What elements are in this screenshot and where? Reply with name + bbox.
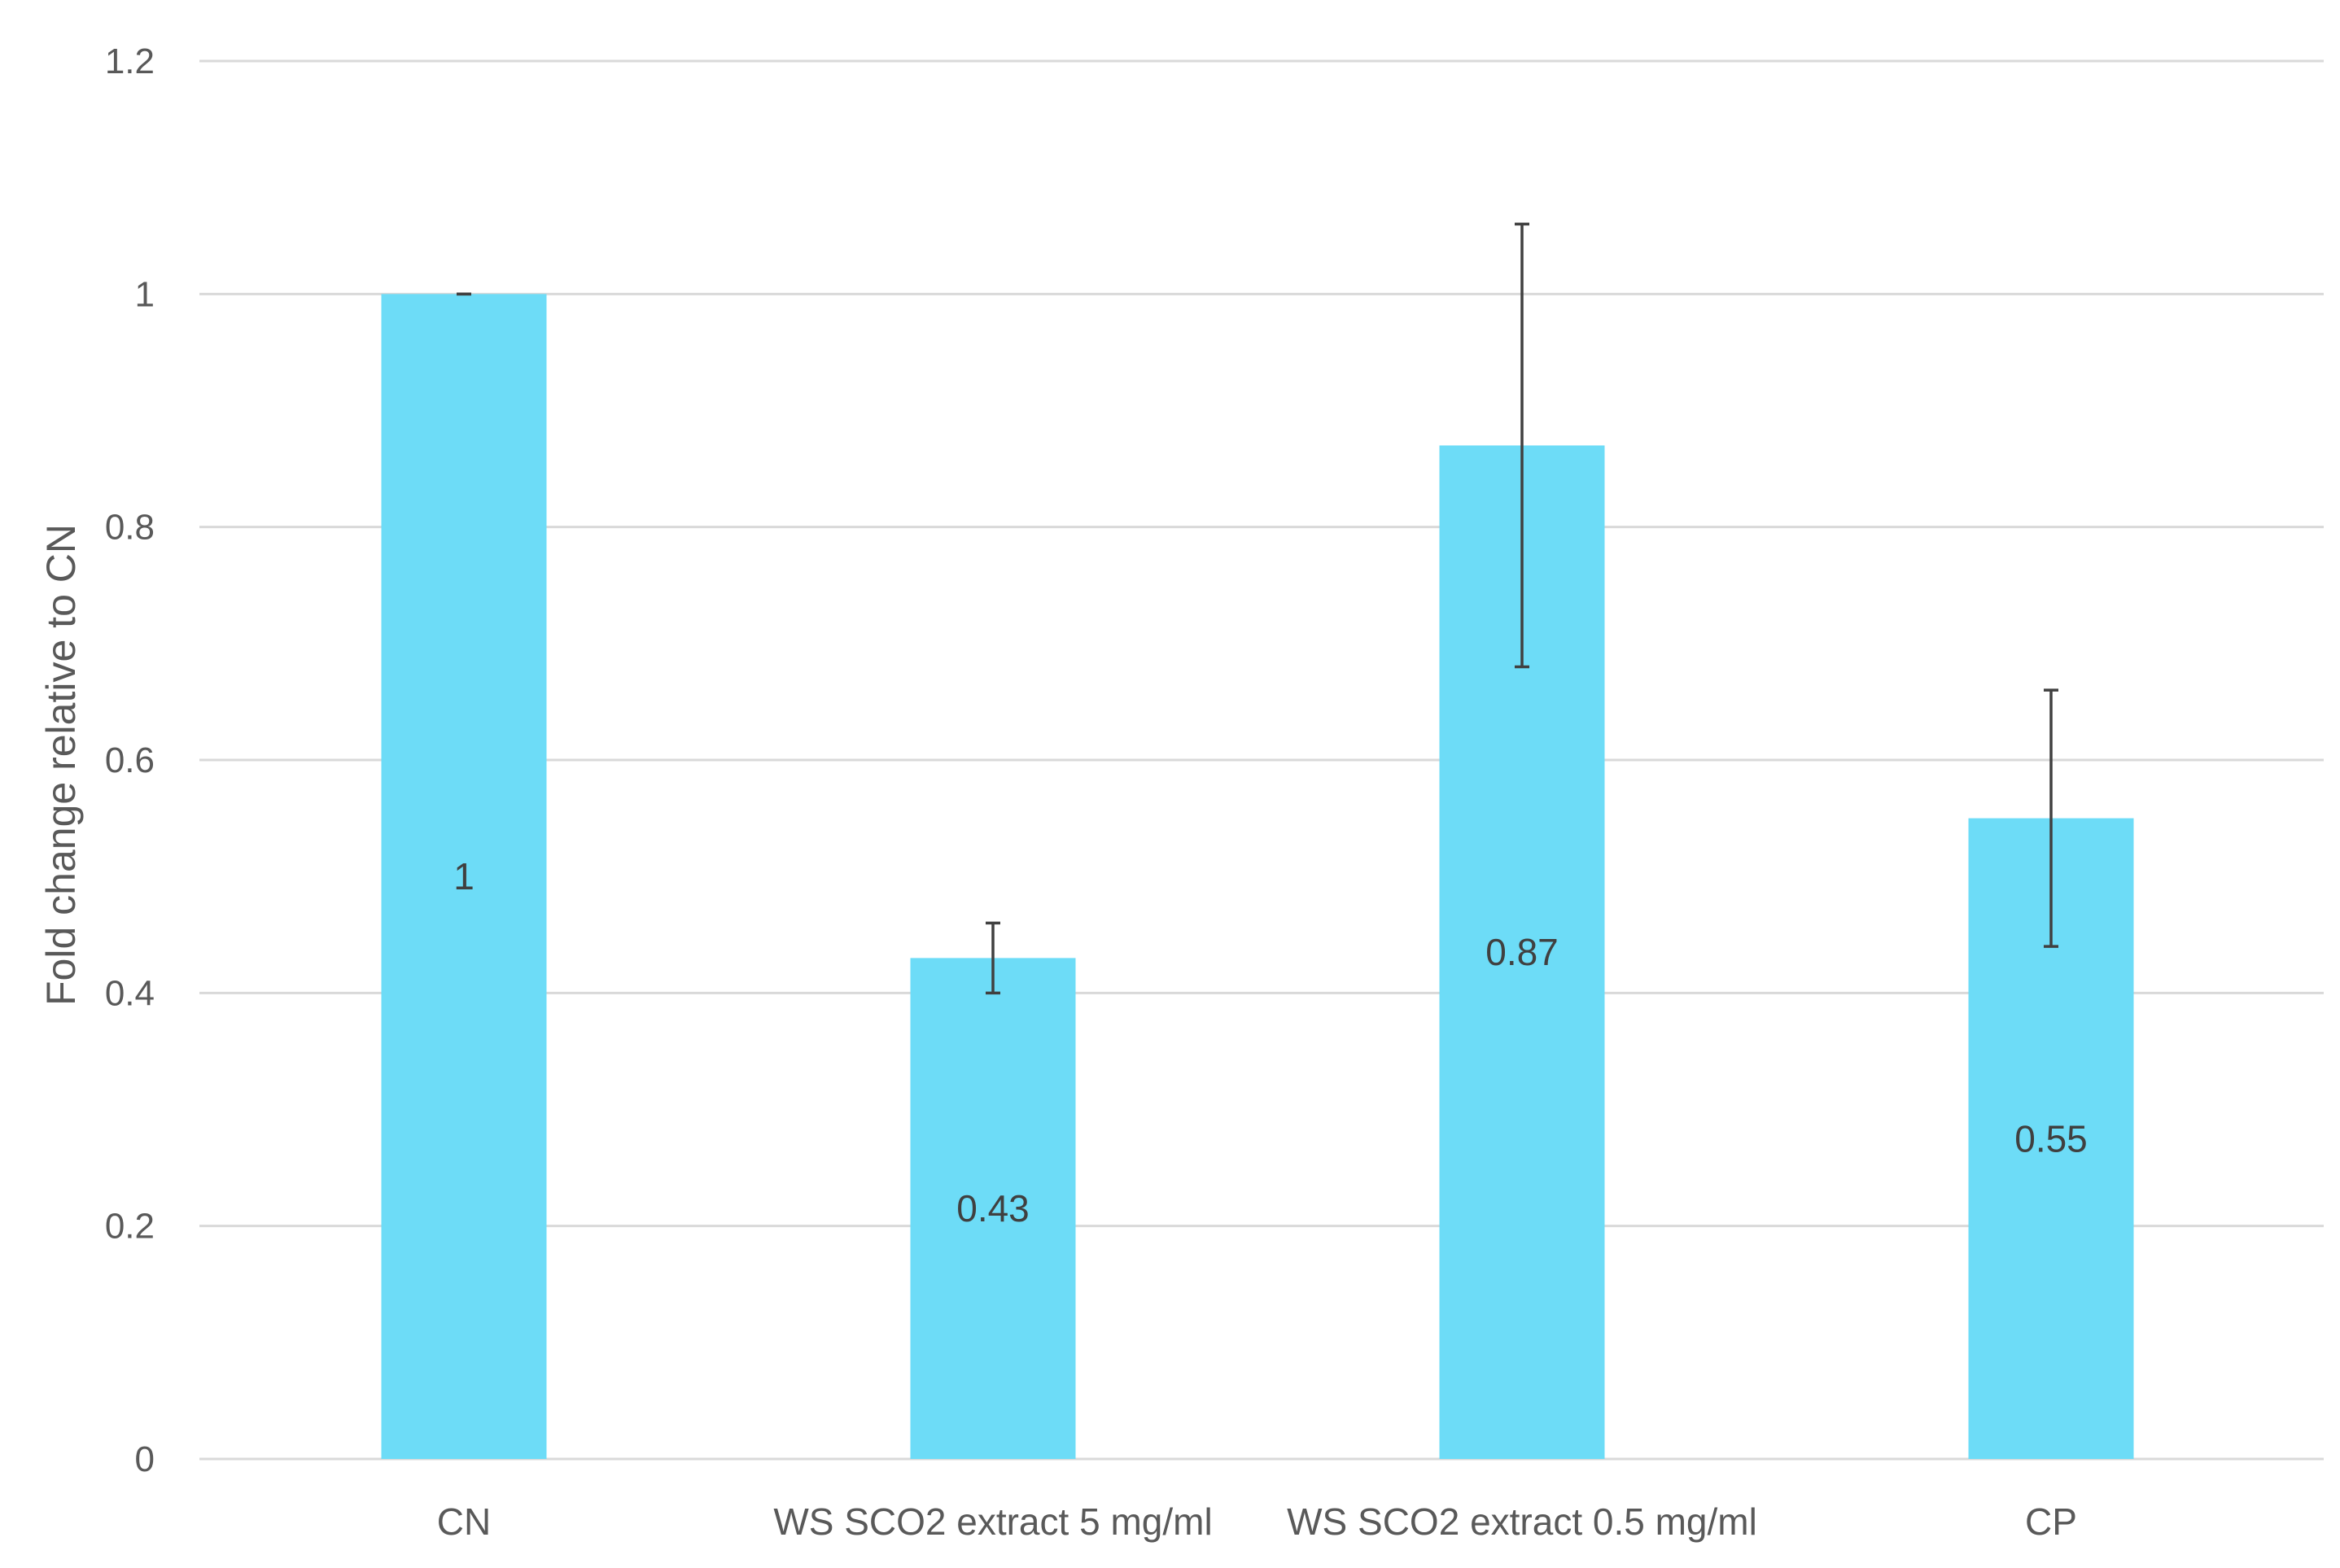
x-axis-ticks: CN WS SCO2 extract 5 mg/ml WS SCO2 extract… (437, 1500, 2077, 1543)
x-tick-label: CP (2025, 1500, 2077, 1543)
y-tick-label: 0.2 (105, 1207, 155, 1247)
error-bar (1515, 222, 1529, 669)
data-labels: 1 0.43 0.87 0.55 (453, 855, 2088, 1230)
error-bar (986, 921, 1000, 995)
y-axis-ticks: 0 0.2 0.4 0.6 0.8 1 1.2 (105, 41, 155, 1479)
error-bars (457, 222, 2058, 995)
x-tick-label: CN (437, 1500, 491, 1543)
y-tick-label: 0.4 (105, 973, 155, 1013)
bars (381, 294, 2134, 1460)
x-tick-label: WS SCO2 extract 5 mg/ml (773, 1500, 1212, 1543)
data-label: 0.87 (1485, 931, 1559, 973)
y-tick-label: 0.6 (105, 740, 155, 780)
y-tick-label: 1.2 (105, 41, 155, 81)
gridlines (199, 59, 2324, 1461)
data-label: 1 (453, 855, 475, 898)
x-tick-label: WS SCO2 extract 0.5 mg/ml (1287, 1500, 1757, 1543)
y-tick-label: 1 (135, 274, 155, 314)
y-axis-label: Fold change relative to CN (38, 524, 84, 1006)
y-tick-label: 0 (135, 1439, 155, 1479)
data-label: 0.55 (2014, 1117, 2088, 1160)
data-label: 0.43 (956, 1187, 1030, 1230)
bar (381, 294, 547, 1459)
error-bar (2044, 688, 2058, 948)
bar (910, 958, 1076, 1459)
y-tick-label: 0.8 (105, 508, 155, 548)
